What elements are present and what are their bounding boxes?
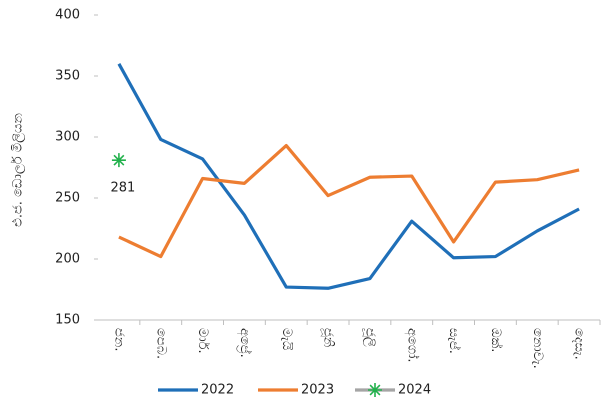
- line-series: [117, 63, 580, 290]
- x-tick-label: සැප්.: [446, 328, 462, 354]
- x-tick-label: ජූලි: [362, 328, 377, 347]
- y-tick-label: 300: [55, 130, 80, 145]
- y-tick-label: 250: [55, 191, 80, 206]
- x-tick-label: අප්‍රේ.: [237, 328, 253, 358]
- legend-label: 2023: [301, 383, 334, 398]
- y-tick-label: 200: [55, 252, 80, 267]
- y-axis-label: එ.ජ. ඩොලර් මිලියන: [10, 113, 26, 227]
- x-tick-label: පෙබ.: [153, 328, 168, 359]
- x-tick-label: ඔක්.: [488, 328, 504, 352]
- legend-label: 2024: [398, 383, 431, 398]
- x-tick-label: ජූනි: [321, 328, 336, 348]
- data-label: 281: [111, 181, 136, 196]
- line-series: [118, 143, 580, 259]
- x-tick-label: මාර්.: [195, 328, 211, 354]
- legend-marker: [368, 383, 382, 397]
- x-tick-label: මැයි: [279, 328, 294, 351]
- x-tick-label: නොවැ.: [530, 328, 545, 369]
- x-tick-label: අගෝ.: [404, 328, 420, 363]
- x-tick-label: දෙසැ.: [572, 328, 587, 360]
- y-tick-label: 400: [55, 8, 80, 23]
- y-tick-label: 350: [55, 69, 80, 84]
- legend-label: 2022: [201, 383, 234, 398]
- y-tick-label: 150: [55, 313, 80, 328]
- point-marker: [111, 153, 126, 168]
- x-tick-label: ජන.: [111, 328, 126, 352]
